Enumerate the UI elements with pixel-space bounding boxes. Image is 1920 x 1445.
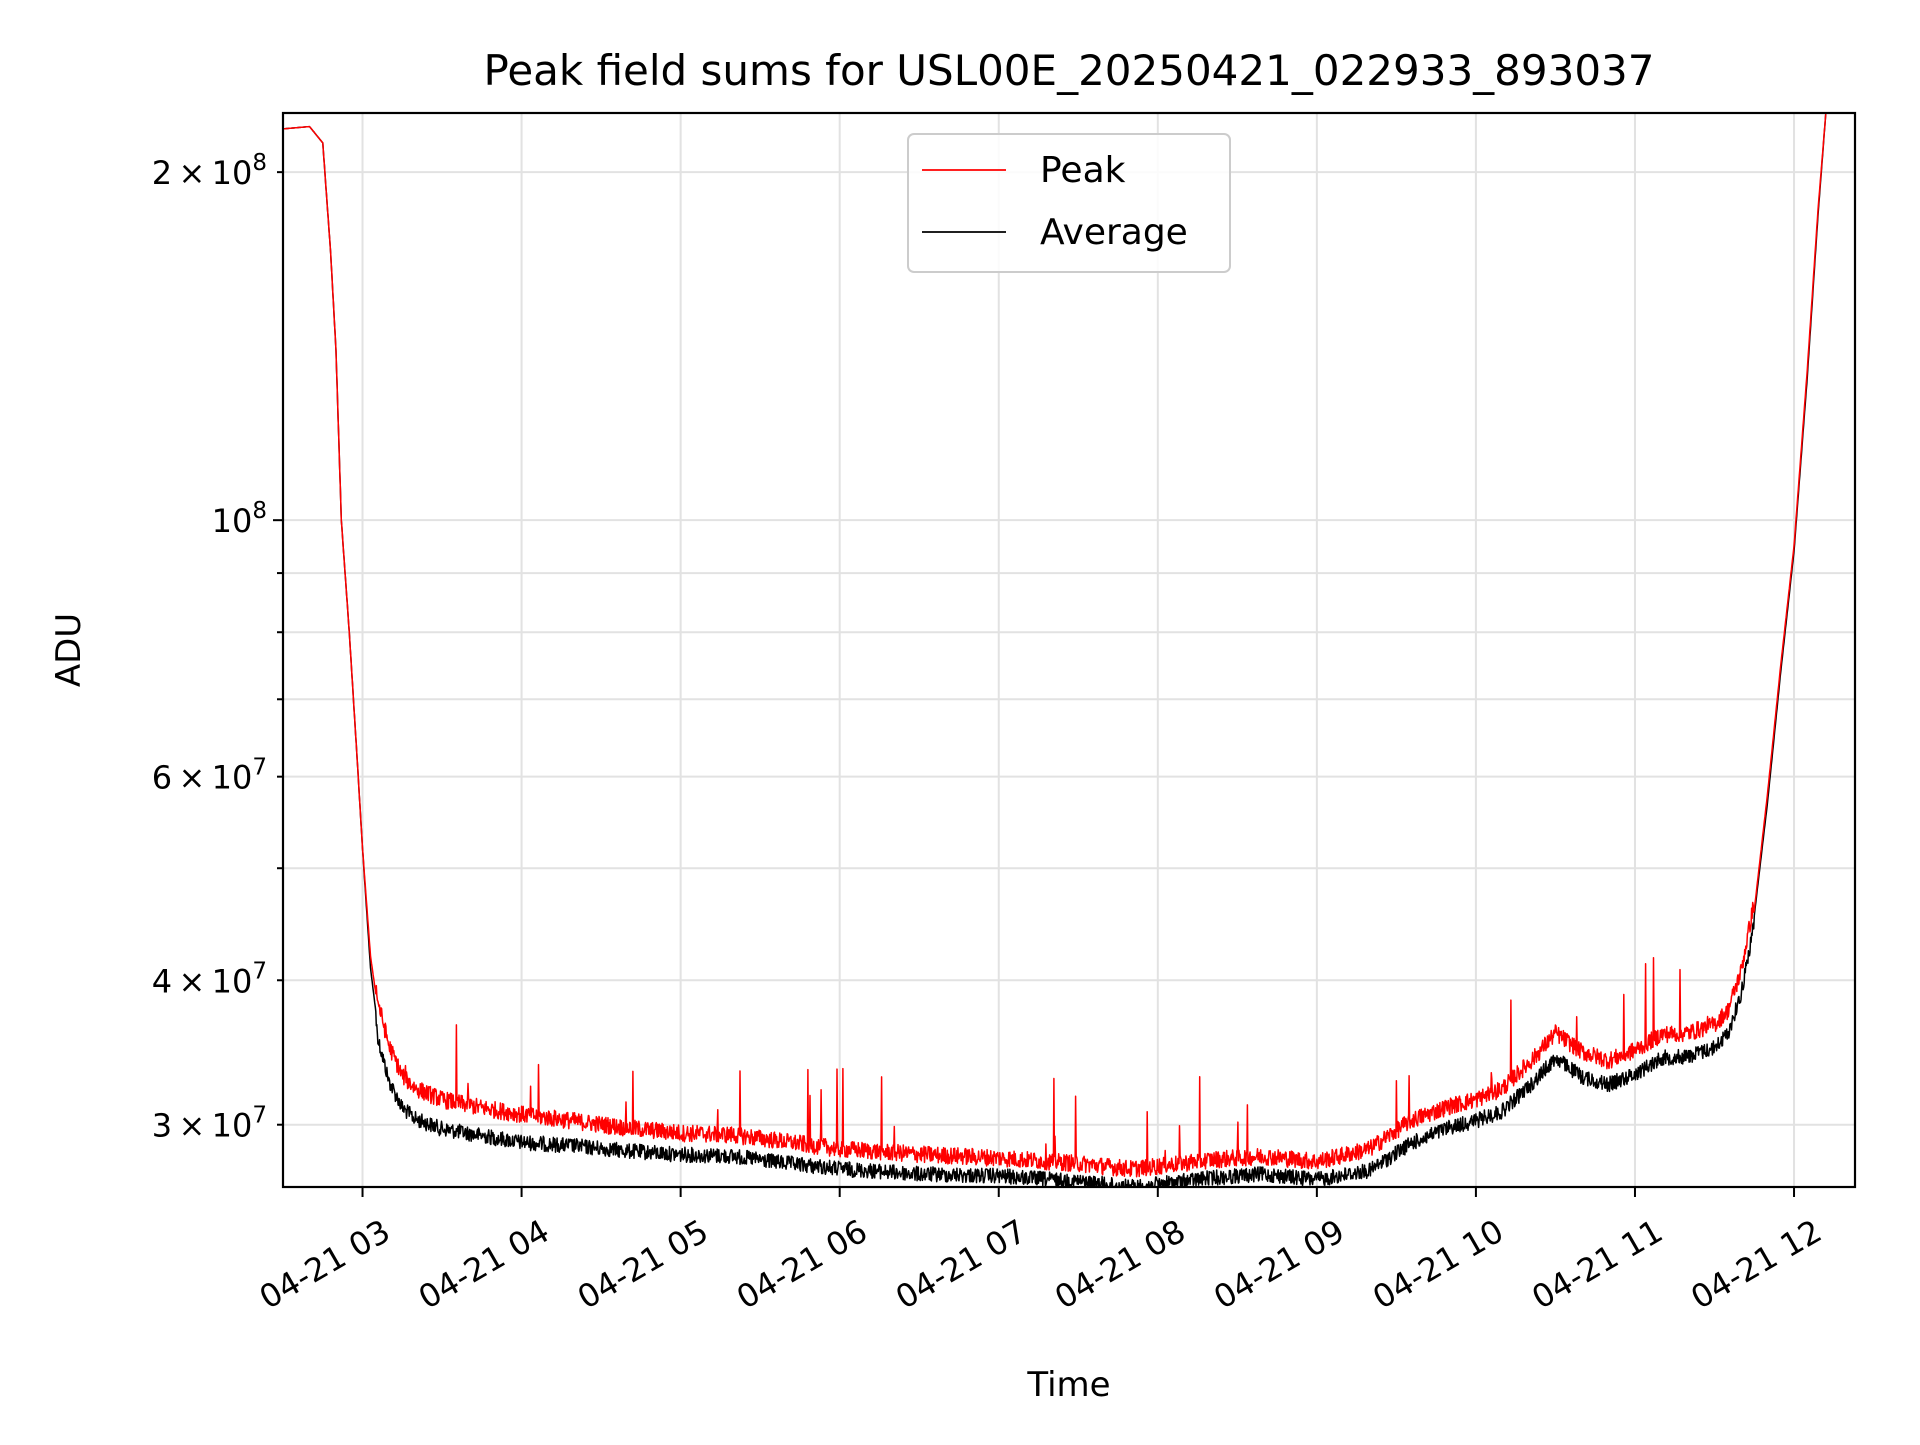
legend-label-peak: Peak xyxy=(1040,150,1126,191)
x-axis-label: Time xyxy=(1026,1365,1110,1405)
chart-title: Peak field sums for USL00E_20250421_0229… xyxy=(483,46,1654,95)
legend-box xyxy=(907,133,1231,273)
y-axis-label: ADU xyxy=(49,613,89,687)
series-line-peak xyxy=(283,113,1827,1178)
y-tick-label: 4 × 107 xyxy=(152,958,267,1000)
y-axis: 108 3 × 107 4 × 107 6 × 107 2 × 108 xyxy=(152,150,283,1145)
y-tick-label: 108 xyxy=(212,498,267,540)
series-line-average xyxy=(283,113,1827,1187)
legend: Peak Average xyxy=(907,133,1231,273)
series-layer xyxy=(283,113,1827,1187)
plot-frame xyxy=(281,111,1857,1189)
legend-label-average: Average xyxy=(1040,212,1188,253)
grid xyxy=(283,113,1855,1187)
y-tick-label: 2 × 108 xyxy=(152,150,267,192)
y-tick-label: 3 × 107 xyxy=(152,1103,267,1145)
y-tick-label: 6 × 107 xyxy=(152,755,267,797)
